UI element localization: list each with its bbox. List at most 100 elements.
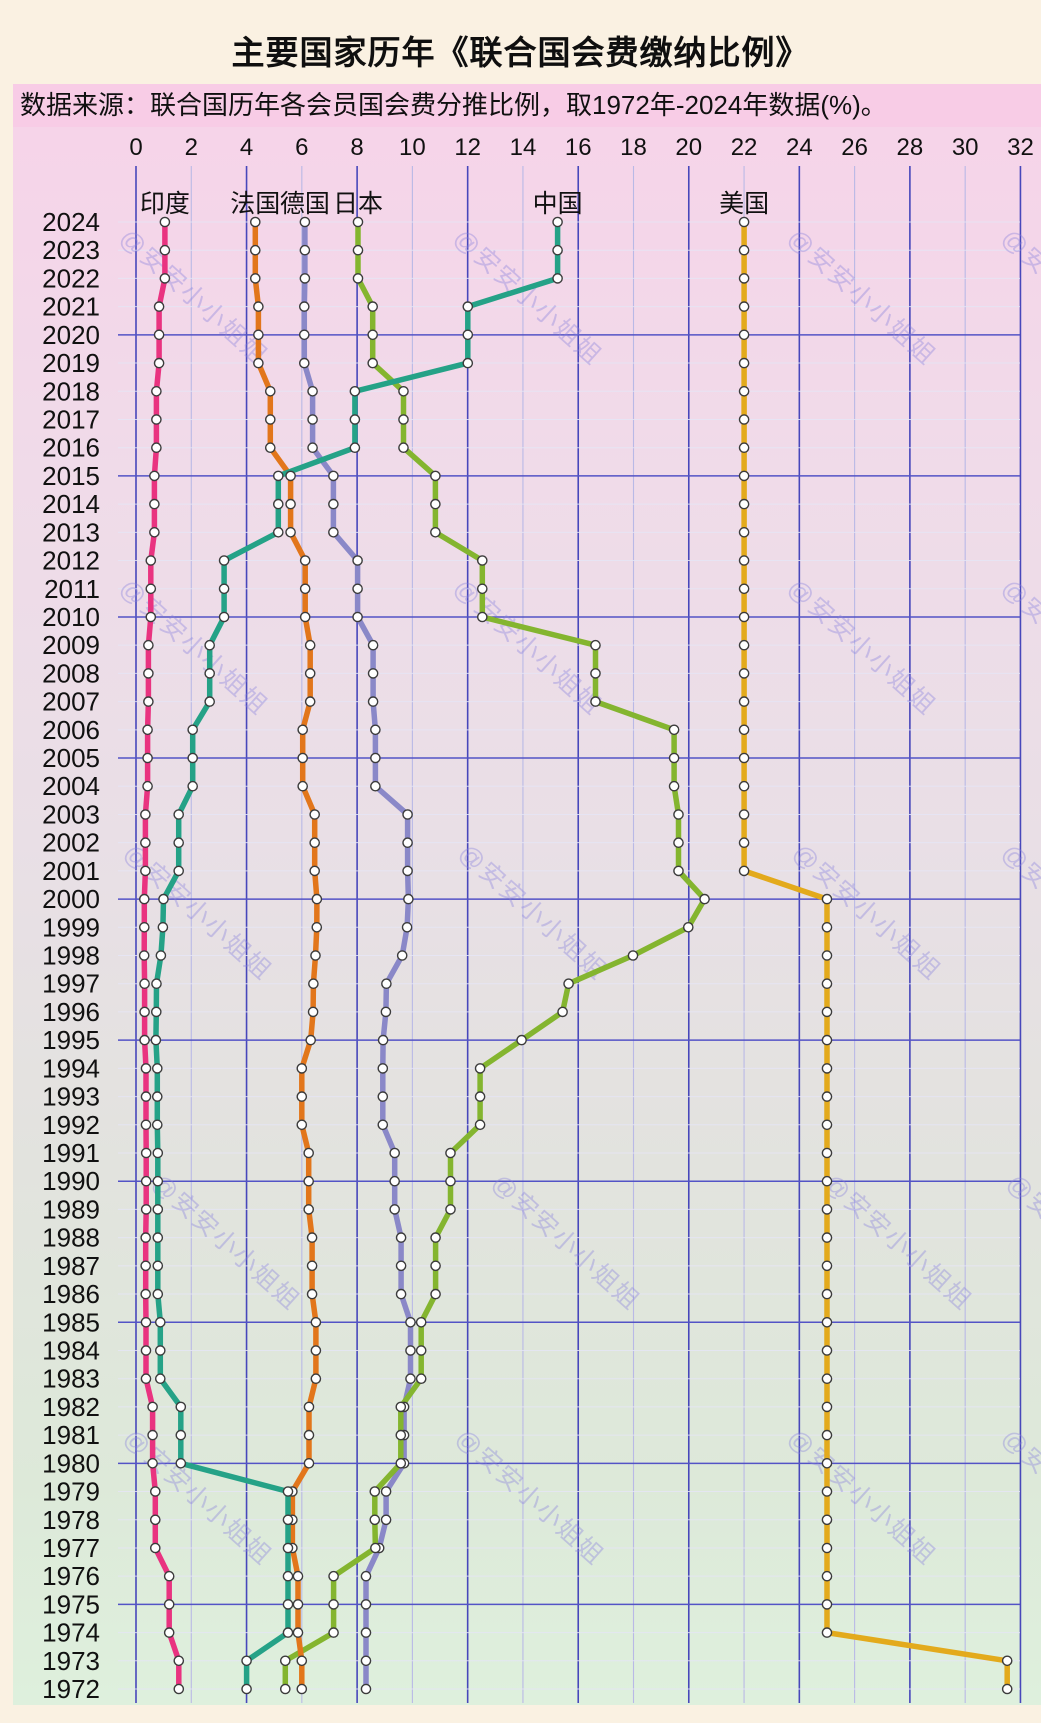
data-point-india-1974 — [163, 1627, 175, 1638]
x-tick-label-22: 22 — [731, 134, 758, 161]
data-point-india-2000 — [138, 893, 150, 905]
data-point-usa-1983 — [821, 1373, 833, 1384]
data-point-usa-1973 — [1001, 1655, 1013, 1667]
data-point-usa-1984 — [821, 1345, 833, 1356]
data-point-germany-1994 — [377, 1063, 389, 1074]
data-point-japan-2008 — [590, 668, 601, 679]
data-point-usa-1976 — [821, 1570, 833, 1582]
data-point-china-1982 — [175, 1401, 187, 1413]
year-axis-label-2008: 2008 — [42, 658, 100, 688]
data-point-china-2024 — [552, 216, 563, 228]
x-tick-label-0: 0 — [129, 134, 142, 161]
year-axis-label-1978: 1978 — [42, 1505, 100, 1535]
series-label-india: 印度 — [140, 190, 190, 218]
data-point-france-2005 — [297, 752, 309, 764]
data-point-germany-1992 — [377, 1119, 389, 1131]
data-point-france-1992 — [296, 1119, 308, 1131]
series-label-china: 中国 — [533, 190, 583, 218]
data-point-japan-2020 — [367, 329, 379, 341]
data-point-usa-2019 — [738, 357, 750, 369]
data-point-china-2014 — [272, 498, 284, 510]
data-point-germany-2018 — [307, 385, 318, 397]
data-point-china-2020 — [462, 329, 474, 341]
data-point-france-1974 — [292, 1627, 304, 1638]
data-point-germany-2022 — [299, 273, 311, 284]
year-axis-label-2019: 2019 — [42, 348, 100, 378]
data-point-india-1983 — [140, 1373, 152, 1384]
data-point-france-1996 — [307, 1006, 319, 1018]
data-point-france-2015 — [285, 470, 296, 482]
data-point-usa-1988 — [821, 1232, 833, 1243]
data-point-germany-1984 — [405, 1345, 416, 1356]
data-point-france-1994 — [296, 1063, 308, 1074]
data-point-india-2008 — [143, 668, 154, 679]
year-axis-label-1984: 1984 — [42, 1335, 100, 1365]
data-point-india-2005 — [142, 752, 153, 764]
year-axis-label-2009: 2009 — [42, 630, 100, 660]
data-point-china-1975 — [282, 1599, 294, 1610]
data-point-usa-2024 — [738, 216, 750, 228]
data-point-china-1999 — [157, 922, 169, 933]
data-point-india-1984 — [140, 1345, 152, 1356]
year-axis-label-1997: 1997 — [42, 969, 100, 999]
data-point-india-1987 — [140, 1260, 151, 1272]
data-point-germany-2007 — [367, 696, 379, 707]
data-point-china-1989 — [152, 1204, 164, 1215]
data-point-india-2002 — [140, 837, 151, 849]
data-point-france-2018 — [264, 385, 276, 397]
data-point-germany-2011 — [352, 583, 363, 595]
watermark: @安安小小姐姐 — [996, 1424, 1041, 1572]
data-point-usa-2016 — [738, 442, 750, 454]
data-point-china-2017 — [349, 414, 361, 425]
data-point-india-1980 — [147, 1458, 158, 1469]
data-point-usa-1993 — [821, 1091, 833, 1102]
data-point-usa-1989 — [821, 1204, 833, 1215]
data-point-germany-2017 — [307, 414, 318, 425]
data-point-germany-1999 — [401, 922, 413, 933]
data-point-japan-1979 — [369, 1486, 381, 1497]
data-point-china-1998 — [155, 950, 167, 961]
data-point-japan-1993 — [474, 1091, 486, 1102]
data-point-france-2024 — [249, 216, 261, 228]
data-point-germany-1993 — [377, 1091, 389, 1102]
data-point-usa-2013 — [738, 527, 750, 538]
data-point-india-2011 — [145, 583, 157, 595]
year-axis-label-1994: 1994 — [42, 1053, 100, 1083]
data-point-india-1973 — [173, 1655, 185, 1667]
data-point-japan-2015 — [430, 470, 441, 482]
data-point-japan-2016 — [398, 442, 409, 454]
data-point-germany-2008 — [367, 668, 379, 679]
data-point-germany-1979 — [380, 1486, 392, 1497]
data-point-india-2013 — [149, 527, 160, 538]
data-point-france-2022 — [249, 273, 261, 284]
year-axis-label-2024: 2024 — [42, 207, 100, 237]
data-point-usa-2003 — [738, 809, 750, 820]
year-axis-label-1996: 1996 — [42, 997, 100, 1027]
data-point-usa-1990 — [821, 1175, 833, 1187]
data-point-china-1988 — [152, 1232, 164, 1243]
data-point-germany-2001 — [402, 865, 413, 877]
data-point-usa-1991 — [821, 1147, 833, 1159]
year-axis-label-2011: 2011 — [44, 574, 100, 604]
data-point-usa-1997 — [821, 978, 833, 990]
data-point-germany-2020 — [298, 329, 310, 341]
data-point-usa-1980 — [821, 1458, 833, 1469]
watermark: @安安小小姐姐 — [450, 1424, 609, 1572]
data-point-india-2022 — [159, 273, 171, 284]
year-axis-label-1986: 1986 — [42, 1279, 100, 1309]
data-point-japan-1984 — [415, 1345, 427, 1356]
data-point-china-2022 — [552, 273, 563, 284]
data-point-india-2019 — [153, 357, 165, 369]
data-point-japan-1991 — [445, 1147, 456, 1159]
data-point-france-1982 — [303, 1401, 315, 1413]
data-point-germany-1976 — [360, 1570, 372, 1582]
data-point-china-1986 — [152, 1288, 164, 1300]
data-point-usa-1995 — [821, 1034, 833, 1046]
data-point-germany-1988 — [395, 1232, 407, 1243]
data-point-japan-1985 — [415, 1317, 427, 1328]
data-point-japan-2021 — [367, 301, 379, 312]
x-tick-label-28: 28 — [897, 134, 924, 161]
year-axis-label-2004: 2004 — [42, 771, 100, 801]
data-point-china-2007 — [204, 696, 215, 707]
data-point-india-2007 — [143, 696, 154, 707]
